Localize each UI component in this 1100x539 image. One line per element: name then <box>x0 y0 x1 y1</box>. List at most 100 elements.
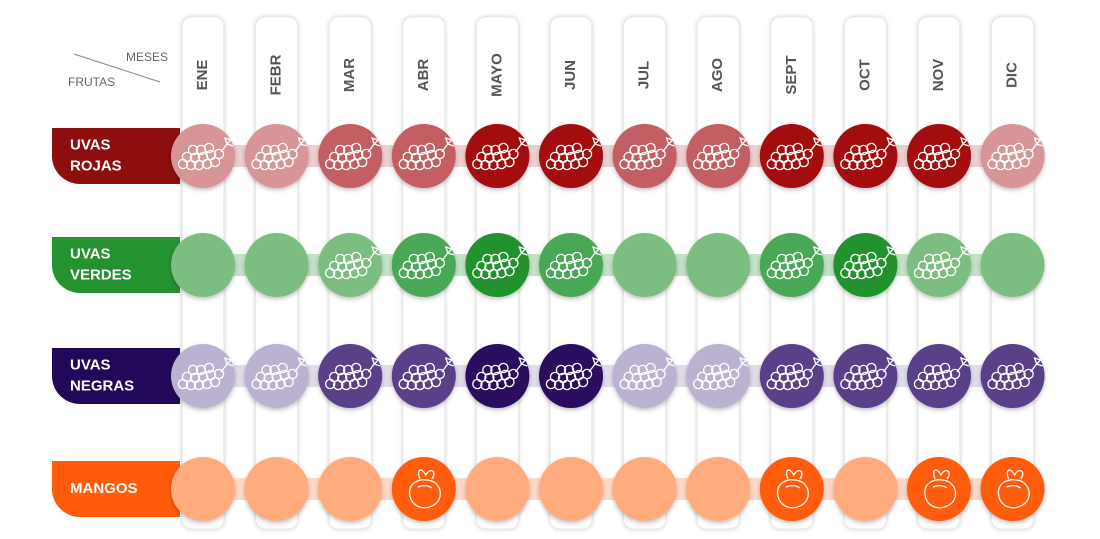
month-label: JUN <box>562 60 579 90</box>
season-dot-oct <box>833 233 898 297</box>
season-dot-jun <box>539 344 603 408</box>
season-dot <box>391 457 456 521</box>
season-dot-jul <box>612 233 677 297</box>
season-dot-dic <box>980 233 1045 297</box>
month-label: MAR <box>341 58 358 92</box>
season-dot-abr <box>391 124 456 188</box>
row-label-text: UVAS <box>70 136 111 153</box>
season-dot-mar <box>318 344 383 408</box>
season-dot-ene <box>171 344 235 408</box>
season-dot-oct <box>833 344 898 408</box>
row-label-text: MANGOS <box>70 480 138 497</box>
season-dot-jun <box>539 124 603 188</box>
season-dot-oct <box>833 457 898 521</box>
season-dot <box>539 457 603 521</box>
month-label: FEBR <box>268 54 285 95</box>
fruit-row-uvas-verdes: UVAS VERDES <box>52 233 1045 297</box>
season-dot-sept <box>759 233 824 297</box>
season-dot <box>833 233 898 297</box>
season-dot-dic <box>980 457 1045 521</box>
corner-divider <box>73 53 161 83</box>
season-dot <box>686 344 751 408</box>
season-dot-ago <box>686 124 751 188</box>
season-dot <box>980 457 1045 521</box>
season-dot-mayo <box>465 344 530 408</box>
month-label: AGO <box>709 58 726 93</box>
season-dot-ene <box>171 124 235 188</box>
season-dot <box>171 457 235 521</box>
season-dot-abr <box>391 457 456 521</box>
corner-row-header: FRUTAS <box>68 75 115 89</box>
month-label: DIC <box>1004 62 1021 88</box>
season-dot-jul <box>612 344 677 408</box>
season-dot <box>612 124 677 188</box>
fruit-row-uvas-negras: UVAS NEGRAS <box>52 344 1045 408</box>
season-dot-sept <box>759 457 824 521</box>
season-dot-mar <box>318 233 383 297</box>
season-dot <box>318 233 383 297</box>
month-label: SEPT <box>783 55 800 94</box>
season-dot <box>612 233 677 297</box>
season-dot-dic <box>980 344 1045 408</box>
row-label-pill <box>52 128 180 184</box>
season-dot <box>171 344 235 408</box>
season-dot <box>759 457 824 521</box>
season-dot <box>539 344 603 408</box>
season-dot-nov <box>907 457 971 521</box>
season-dot-jun <box>539 457 603 521</box>
season-dot <box>907 457 971 521</box>
season-dot <box>465 344 530 408</box>
season-dot-sept <box>759 124 824 188</box>
row-label-pill <box>52 461 180 517</box>
month-label: JUL <box>636 61 653 89</box>
season-dot <box>465 124 530 188</box>
fruit-row-uvas-rojas: UVAS ROJAS <box>52 124 1045 188</box>
season-dot-sept <box>759 344 824 408</box>
season-dot-nov <box>907 233 971 297</box>
month-label: ABR <box>415 59 432 92</box>
season-dot <box>318 457 383 521</box>
season-dot <box>980 233 1045 297</box>
season-dot-mar <box>318 124 383 188</box>
row-label-text: UVAS <box>70 245 111 262</box>
season-dot-febr <box>244 124 309 188</box>
season-dot-ene <box>171 233 235 297</box>
season-dot <box>318 124 383 188</box>
season-dot <box>465 457 530 521</box>
season-dot-febr <box>244 233 309 297</box>
season-dot-jul <box>612 124 677 188</box>
month-label: MAYO <box>488 53 505 97</box>
row-label-pill <box>52 237 180 293</box>
season-dot-oct <box>833 124 898 188</box>
season-dot <box>244 233 309 297</box>
season-dot-mayo <box>465 124 530 188</box>
season-dot <box>244 344 309 408</box>
season-dot <box>539 233 603 297</box>
season-dot <box>833 457 898 521</box>
row-label-text: VERDES <box>70 266 132 283</box>
season-dot-jul <box>612 457 677 521</box>
season-dot-febr <box>244 457 309 521</box>
season-dot <box>759 233 824 297</box>
row-label-text: ROJAS <box>70 157 122 174</box>
season-dot-jun <box>539 233 603 297</box>
season-dot <box>171 124 235 188</box>
corner-column-header: MESES <box>126 50 168 64</box>
season-dot <box>318 344 383 408</box>
season-dot <box>686 457 751 521</box>
season-dot <box>465 233 530 297</box>
season-dot <box>759 124 824 188</box>
season-dot <box>759 344 824 408</box>
season-dot-mar <box>318 457 383 521</box>
month-label: OCT <box>856 59 873 91</box>
season-dot <box>539 124 603 188</box>
row-label-text: NEGRAS <box>70 377 134 394</box>
season-dot <box>907 233 971 297</box>
season-dot-abr <box>391 344 456 408</box>
season-dot <box>833 344 898 408</box>
season-dot-abr <box>391 233 456 297</box>
season-dot-ago <box>686 344 751 408</box>
season-dot <box>686 233 751 297</box>
season-dot-dic <box>980 124 1045 188</box>
season-dot <box>244 457 309 521</box>
